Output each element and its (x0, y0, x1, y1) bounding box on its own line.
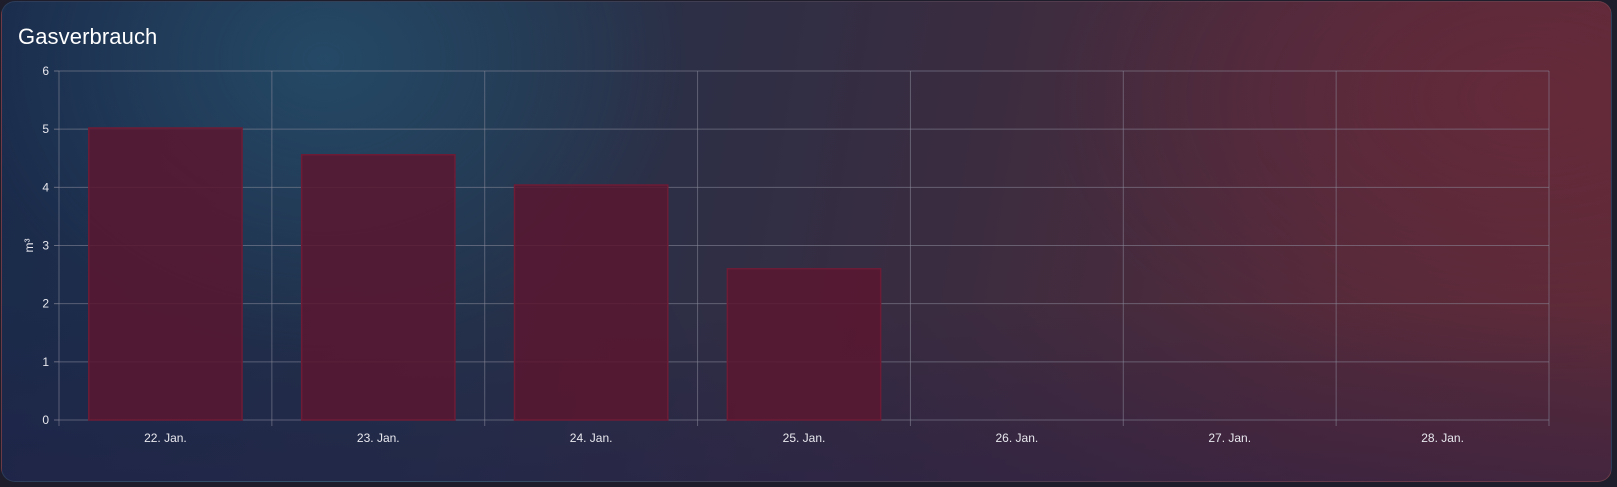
y-tick-label: 6 (42, 64, 49, 78)
y-tick-label: 5 (42, 122, 49, 136)
bar[interactable] (88, 127, 243, 421)
y-axis-label: m³ (22, 239, 36, 253)
bar[interactable] (726, 268, 882, 421)
x-tick-label: 28. Jan. (1421, 431, 1464, 445)
y-tick-label: 0 (42, 413, 49, 427)
x-tick-label: 27. Jan. (1208, 431, 1251, 445)
x-tick-label: 26. Jan. (996, 431, 1039, 445)
x-tick-label: 24. Jan. (570, 431, 613, 445)
y-tick-label: 1 (42, 355, 49, 369)
y-tick-label: 4 (42, 180, 49, 194)
y-tick-label: 2 (42, 297, 49, 311)
card-title: Gasverbrauch (18, 24, 158, 49)
y-tick-label: 3 (42, 239, 49, 253)
bar[interactable] (513, 184, 669, 421)
axes: 0 1 2 3 4 5 6 22. Jan. 23. Jan. 24. Jan. 25. Jan. 2… (42, 64, 1464, 445)
x-tick-label: 23. Jan. (357, 431, 400, 445)
x-tick-label: 22. Jan. (144, 431, 187, 445)
x-tick-label: 25. Jan. (783, 431, 826, 445)
bars (88, 127, 882, 421)
bar[interactable] (300, 154, 456, 421)
